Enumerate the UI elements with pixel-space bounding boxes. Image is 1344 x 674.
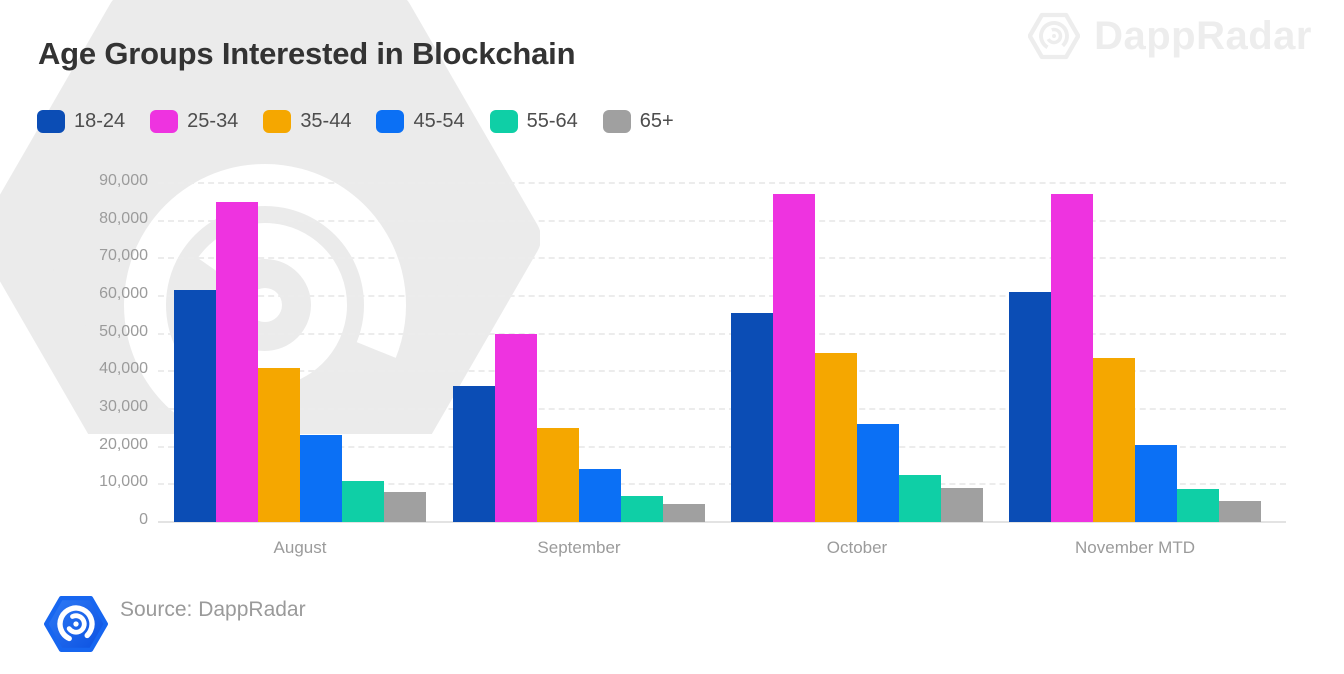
legend-swatch-icon bbox=[263, 110, 292, 133]
bar-55-64-September[interactable] bbox=[621, 496, 663, 522]
bar-45-54-August[interactable] bbox=[300, 435, 342, 522]
bar-65+-November MTD[interactable] bbox=[1219, 501, 1261, 522]
legend-label: 25-34 bbox=[187, 110, 239, 132]
bar-35-44-August[interactable] bbox=[258, 367, 300, 522]
gridline bbox=[158, 257, 1286, 260]
gridline bbox=[158, 445, 1286, 448]
legend-swatch-icon bbox=[602, 110, 631, 133]
legend-swatch-icon bbox=[489, 110, 518, 133]
legend-swatch-icon bbox=[37, 110, 65, 133]
gridline bbox=[158, 370, 1286, 373]
bar-18-24-August[interactable] bbox=[174, 290, 216, 522]
bar-45-54-October[interactable] bbox=[857, 424, 899, 522]
y-axis-tick-label: 20,000 bbox=[99, 435, 148, 453]
dappradar-logo-watermark-icon bbox=[1028, 12, 1081, 60]
bar-25-34-September[interactable] bbox=[495, 333, 537, 522]
y-axis-tick-label: 10,000 bbox=[99, 473, 148, 491]
dappradar-logo-icon[interactable] bbox=[44, 596, 108, 652]
y-axis-tick-label: 70,000 bbox=[99, 247, 148, 265]
gridline bbox=[158, 219, 1286, 222]
bar-65+-August[interactable] bbox=[384, 491, 426, 522]
bar-35-44-September[interactable] bbox=[537, 427, 579, 522]
bar-55-64-August[interactable] bbox=[342, 480, 384, 522]
bar-18-24-November MTD[interactable] bbox=[1009, 292, 1051, 522]
legend-item-45-54[interactable]: 45-54 bbox=[376, 110, 465, 133]
legend-item-25-34[interactable]: 25-34 bbox=[150, 110, 238, 133]
x-axis-label-november-mtd: November MTD bbox=[1075, 538, 1195, 557]
y-axis-tick-label: 90,000 bbox=[99, 172, 148, 189]
y-axis-tick-label: 40,000 bbox=[99, 360, 148, 378]
page-title: Age Groups Interested in Blockchain bbox=[38, 36, 576, 71]
legend-item-18-24[interactable]: 18-24 bbox=[37, 110, 125, 133]
bar-55-64-October[interactable] bbox=[899, 474, 941, 522]
bar-45-54-September[interactable] bbox=[579, 469, 621, 522]
bar-55-64-November MTD[interactable] bbox=[1177, 489, 1219, 522]
legend-label: 55-64 bbox=[526, 110, 578, 132]
legend-item-65+[interactable]: 65+ bbox=[602, 110, 674, 133]
source-attribution: Source: DappRadar bbox=[120, 598, 306, 621]
gridline bbox=[158, 295, 1286, 297]
x-axis-baseline bbox=[158, 521, 1286, 523]
x-axis-label-september: September bbox=[537, 538, 621, 557]
bar-18-24-September[interactable] bbox=[453, 386, 495, 522]
legend-label: 45-54 bbox=[413, 110, 465, 132]
legend-label: 18-24 bbox=[74, 110, 126, 132]
gridline bbox=[158, 483, 1286, 486]
bar-45-54-November MTD[interactable] bbox=[1135, 444, 1177, 522]
y-axis-tick-label: 80,000 bbox=[99, 209, 148, 227]
bar-25-34-October[interactable] bbox=[773, 194, 815, 522]
legend-item-35-44[interactable]: 35-44 bbox=[263, 110, 351, 133]
gridline bbox=[158, 408, 1286, 410]
bar-65+-October[interactable] bbox=[941, 488, 983, 522]
bar-35-44-October[interactable] bbox=[815, 352, 857, 522]
bar-18-24-October[interactable] bbox=[731, 312, 773, 522]
bar-35-44-November MTD[interactable] bbox=[1093, 358, 1135, 522]
legend-swatch-icon bbox=[376, 110, 405, 133]
legend-swatch-icon bbox=[150, 110, 179, 133]
y-axis-tick-label: 0 bbox=[139, 511, 148, 528]
y-axis-tick-label: 30,000 bbox=[99, 398, 148, 415]
legend-label: 65+ bbox=[639, 110, 674, 132]
legend: 18-24 25-34 35-44 45-54 55-64 65+ bbox=[37, 110, 674, 133]
y-axis-tick-label: 50,000 bbox=[99, 322, 148, 340]
x-axis-label-october: October bbox=[826, 538, 888, 557]
bar-65+-September[interactable] bbox=[663, 503, 705, 522]
bar-25-34-August[interactable] bbox=[216, 201, 258, 522]
bar-25-34-November MTD[interactable] bbox=[1051, 194, 1093, 522]
gridline bbox=[158, 332, 1286, 335]
gridline bbox=[158, 182, 1286, 184]
legend-item-55-64[interactable]: 55-64 bbox=[489, 110, 578, 133]
brand-watermark-text: DappRadar bbox=[1094, 13, 1312, 58]
x-axis-label-august: August bbox=[273, 538, 327, 557]
legend-label: 35-44 bbox=[300, 110, 352, 132]
y-axis-tick-label: 60,000 bbox=[99, 285, 148, 302]
brand-watermark: DappRadar bbox=[1028, 12, 1312, 60]
